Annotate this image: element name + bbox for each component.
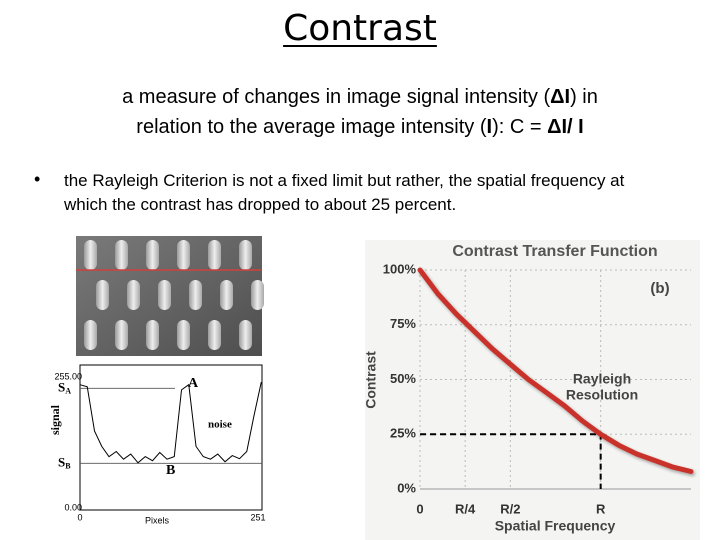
annotation: noise [208,419,232,431]
level-name: S [58,454,65,469]
pillar [251,280,264,310]
definition-line: a measure of changes in image signal int… [0,86,720,109]
pillar [177,320,190,350]
rayleigh-label: Rayleigh [573,371,631,387]
panel-label: (b) [650,280,669,297]
text: a measure of changes in image signal int… [122,86,551,108]
signal-frame [79,364,263,511]
pillar [115,240,128,270]
y-tick-label: 0% [397,480,416,495]
y-tick-label: 75% [390,316,416,331]
annotation: B [166,463,175,478]
y-tick-label: 50% [390,371,416,386]
x-tick-label: 251 [250,512,265,522]
pillar [208,320,221,350]
signal-trace [79,382,262,464]
level-label: SB [58,454,71,470]
pillar [146,240,159,270]
level-label: SA [58,379,71,395]
pillar [158,280,171,310]
pillar [239,320,252,350]
y-tick-label: 0.00 [64,502,82,512]
text: I [486,116,493,138]
y-axis-label: Contrast [363,351,379,409]
y-tick-label: 255.00 [54,371,82,381]
x-axis-label: Pixels [145,515,170,525]
level-sub: A [65,386,71,395]
y-tick-label: 25% [390,426,416,441]
x-axis-label: Spatial Frequency [495,518,616,534]
pillar [84,240,97,270]
x-tick-label: R/2 [500,501,520,516]
pillar [239,240,252,270]
bullet-marker: • [34,169,41,189]
chart-title: Contrast Transfer Function [452,243,657,260]
y-tick-label: 100% [383,261,417,276]
text: ) in [570,86,598,108]
annotation: A [188,376,199,391]
bullet-text: the Rayleigh Criterion is not a fixed li… [64,171,625,214]
x-tick-label: 0 [77,512,82,522]
ctf-panel [365,240,700,540]
definition-line: relation to the average image intensity … [0,116,720,139]
pillar [208,240,221,270]
pillar [220,280,233,310]
pillar [146,320,159,350]
level-sub: B [65,461,71,470]
ctf-curve [417,267,694,474]
pillar [177,240,190,270]
text: ΔI/ I [547,116,584,138]
pillar [84,320,97,350]
text: ): C = [492,116,548,138]
x-tick-label: R [596,501,606,516]
sem-pillars [84,240,264,350]
pillar [189,280,202,310]
pillar [127,280,140,310]
level-name: S [58,379,65,394]
text: relation to the average image intensity … [136,116,487,138]
rayleigh-label: Resolution [566,387,638,403]
x-tick-label: R/4 [455,501,476,516]
y-axis-label: signal [48,404,62,435]
x-tick-label: 0 [416,501,423,516]
text: ΔI [550,86,571,108]
pillar [115,320,128,350]
pillar [96,280,109,310]
slide-title: Contrast [283,8,437,49]
